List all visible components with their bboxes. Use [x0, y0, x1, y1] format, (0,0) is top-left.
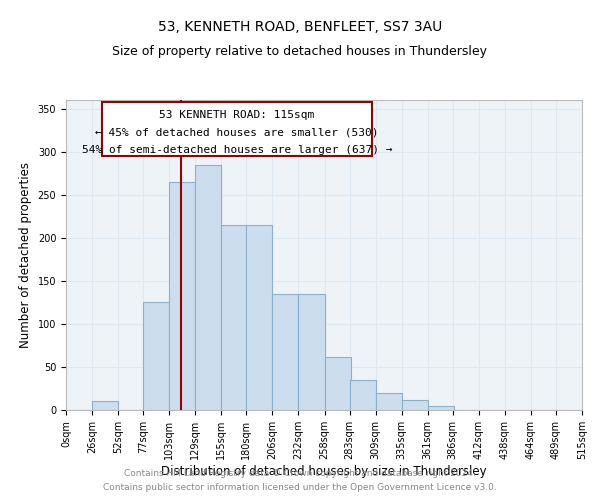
Bar [401, 400, 428, 410]
Text: 54% of semi-detached houses are larger (637) →: 54% of semi-detached houses are larger (… [82, 145, 392, 155]
Bar [428, 406, 454, 410]
Text: ← 45% of detached houses are smaller (530): ← 45% of detached houses are smaller (53… [95, 128, 379, 138]
Bar [298, 294, 325, 410]
Bar [376, 393, 401, 410]
Bar [169, 182, 195, 410]
Y-axis label: Number of detached properties: Number of detached properties [19, 162, 32, 348]
Bar [221, 225, 247, 410]
Bar [195, 164, 221, 410]
Bar [272, 294, 298, 410]
Bar [92, 402, 118, 410]
Text: 53, KENNETH ROAD, BENFLEET, SS7 3AU: 53, KENNETH ROAD, BENFLEET, SS7 3AU [158, 20, 442, 34]
Bar [143, 302, 169, 410]
Bar [247, 225, 272, 410]
Text: 53 KENNETH ROAD: 115sqm: 53 KENNETH ROAD: 115sqm [159, 110, 314, 120]
Bar [325, 356, 350, 410]
X-axis label: Distribution of detached houses by size in Thundersley: Distribution of detached houses by size … [161, 464, 487, 477]
Bar [350, 380, 376, 410]
FancyBboxPatch shape [102, 102, 371, 156]
Text: Size of property relative to detached houses in Thundersley: Size of property relative to detached ho… [113, 45, 487, 58]
Text: Contains public sector information licensed under the Open Government Licence v3: Contains public sector information licen… [103, 484, 497, 492]
Text: Contains HM Land Registry data © Crown copyright and database right 2024.: Contains HM Land Registry data © Crown c… [124, 468, 476, 477]
